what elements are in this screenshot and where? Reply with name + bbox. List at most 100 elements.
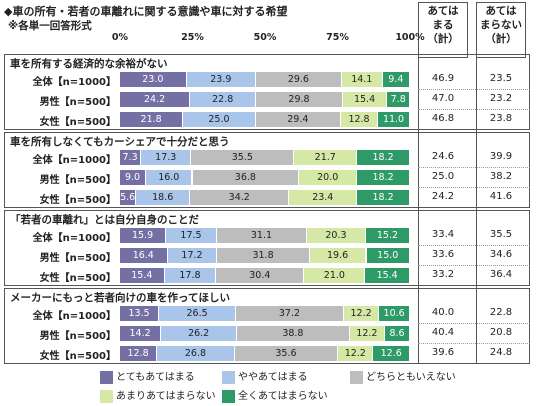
disagree-total: 34.6 bbox=[489, 249, 513, 260]
row-label: 男性【n=500】 bbox=[39, 175, 116, 186]
disagree-total: 20.8 bbox=[489, 327, 513, 338]
bar-segment: 14.2 bbox=[120, 326, 162, 341]
agree-total: 24.2 bbox=[431, 191, 455, 202]
bar-segment: 31.8 bbox=[217, 248, 310, 263]
bar-segment: 35.5 bbox=[191, 150, 295, 165]
bar-segment: 26.5 bbox=[159, 306, 236, 321]
bar-segment: 12.2 bbox=[349, 326, 386, 341]
bar-segment: 9.4 bbox=[382, 72, 410, 87]
bar-segment: 24.2 bbox=[120, 92, 191, 107]
bar-segment: 15.0 bbox=[366, 248, 410, 263]
disagree-total: 39.9 bbox=[489, 151, 513, 162]
column-header-disagree: あては まらない （計） bbox=[476, 2, 526, 58]
question-group bbox=[4, 288, 530, 364]
bar-segment: 15.4 bbox=[120, 268, 165, 283]
legend-label: とてもあてはまる bbox=[116, 372, 195, 383]
stacked-bar: 23.0 23.9 29.6 14.1 9.4 bbox=[120, 72, 410, 87]
bar-segment: 23.4 bbox=[289, 190, 358, 205]
bar-segment: 23.0 bbox=[120, 72, 187, 87]
legend-swatch bbox=[100, 370, 113, 384]
legend-label: 全くあてはまらない bbox=[238, 391, 328, 402]
x-tick-label: 0% bbox=[111, 32, 129, 43]
bar-segment: 7.3 bbox=[120, 150, 142, 165]
stacked-bar: 5.6 18.6 34.2 23.4 18.2 bbox=[120, 190, 410, 205]
question-group bbox=[4, 210, 530, 286]
bar-segment: 30.4 bbox=[216, 268, 305, 283]
bar-segment: 8.6 bbox=[385, 326, 410, 341]
bar-segment: 12.8 bbox=[340, 112, 379, 127]
bar-segment: 18.2 bbox=[357, 190, 410, 205]
column-divider bbox=[418, 54, 419, 364]
stacked-bar: 21.8 25.0 29.4 12.8 11.0 bbox=[120, 112, 410, 127]
legend-item: とてもあてはまる bbox=[100, 368, 195, 384]
row-label: 全体【n=1000】 bbox=[32, 77, 116, 88]
row-separator bbox=[418, 245, 530, 246]
bar-segment: 29.8 bbox=[256, 92, 343, 107]
legend-swatch bbox=[350, 370, 363, 384]
stacked-bar: 12.8 26.8 35.6 12.2 12.6 bbox=[120, 346, 410, 361]
row-label: 女性【n=500】 bbox=[39, 117, 116, 128]
legend-item: どちらともいえない bbox=[350, 368, 456, 384]
stacked-bar: 15.9 17.5 31.1 20.3 15.2 bbox=[120, 228, 410, 243]
bar-segment: 17.5 bbox=[166, 228, 217, 243]
agree-total: 25.0 bbox=[431, 171, 455, 182]
bar-segment: 21.0 bbox=[304, 268, 366, 283]
bar-segment: 12.6 bbox=[373, 346, 410, 361]
x-tick-label: 50% bbox=[253, 32, 277, 43]
legend-swatch bbox=[100, 389, 113, 403]
agree-total: 46.8 bbox=[431, 113, 455, 124]
bar-segment: 5.6 bbox=[120, 190, 137, 205]
question-label: 「若者の車離れ」とは自分自身のことだ bbox=[10, 214, 199, 226]
question-label: 車を所有する経済的な余裕がない bbox=[10, 58, 168, 70]
bar-segment: 11.0 bbox=[378, 112, 410, 127]
bar-segment: 18.6 bbox=[136, 190, 191, 205]
legend-label: どちらともいえない bbox=[366, 372, 456, 383]
bar-segment: 20.3 bbox=[307, 228, 366, 243]
disagree-total: 23.8 bbox=[489, 113, 513, 124]
bar-segment: 12.8 bbox=[120, 346, 158, 361]
row-separator bbox=[418, 343, 530, 344]
row-separator bbox=[418, 109, 530, 110]
stacked-bar: 24.2 22.8 29.8 15.4 7.8 bbox=[120, 92, 410, 107]
bar-segment: 21.8 bbox=[120, 112, 184, 127]
bar-segment: 14.1 bbox=[341, 72, 383, 87]
stacked-bar: 13.5 26.5 37.2 12.2 10.6 bbox=[120, 306, 410, 321]
disagree-total: 41.6 bbox=[489, 191, 513, 202]
bar-segment: 20.0 bbox=[299, 170, 358, 185]
bar-segment: 22.8 bbox=[190, 92, 257, 107]
bar-segment: 18.2 bbox=[357, 150, 410, 165]
bar-segment: 35.6 bbox=[234, 346, 339, 361]
bar-segment: 26.2 bbox=[161, 326, 238, 341]
bar-segment: 21.7 bbox=[294, 150, 358, 165]
row-label: 男性【n=500】 bbox=[39, 97, 116, 108]
bar-segment: 29.4 bbox=[255, 112, 341, 127]
stacked-bar: 14.2 26.2 38.8 12.2 8.6 bbox=[120, 326, 410, 341]
row-label: 男性【n=500】 bbox=[39, 253, 116, 264]
bar-segment: 13.5 bbox=[120, 306, 160, 321]
row-separator bbox=[418, 265, 530, 266]
row-label: 男性【n=500】 bbox=[39, 331, 116, 342]
legend-swatch bbox=[222, 389, 235, 403]
bar-segment: 16.0 bbox=[146, 170, 193, 185]
row-label: 女性【n=500】 bbox=[39, 351, 116, 362]
disagree-total: 23.5 bbox=[489, 73, 513, 84]
bar-segment: 9.0 bbox=[120, 170, 147, 185]
bar-segment: 16.4 bbox=[120, 248, 168, 263]
legend-item: ややあてはまる bbox=[222, 368, 308, 384]
chart-subtitle: ※各単一回答形式 bbox=[8, 20, 92, 32]
row-label: 全体【n=1000】 bbox=[32, 311, 116, 322]
bar-segment: 17.8 bbox=[164, 268, 217, 283]
agree-total: 40.4 bbox=[431, 327, 455, 338]
bar-segment: 29.6 bbox=[256, 72, 342, 87]
agree-total: 33.6 bbox=[431, 249, 455, 260]
question-label: メーカーにもっと若者向けの車を作ってほしい bbox=[10, 292, 230, 304]
agree-total: 47.0 bbox=[431, 93, 455, 104]
bar-segment: 34.2 bbox=[190, 190, 290, 205]
bar-segment: 19.6 bbox=[309, 248, 367, 263]
disagree-total: 36.4 bbox=[489, 269, 513, 280]
bar-segment: 12.2 bbox=[338, 346, 374, 361]
disagree-total: 35.5 bbox=[489, 229, 513, 240]
bar-segment: 18.2 bbox=[357, 170, 410, 185]
bar-segment: 36.8 bbox=[192, 170, 300, 185]
column-divider bbox=[476, 54, 477, 364]
